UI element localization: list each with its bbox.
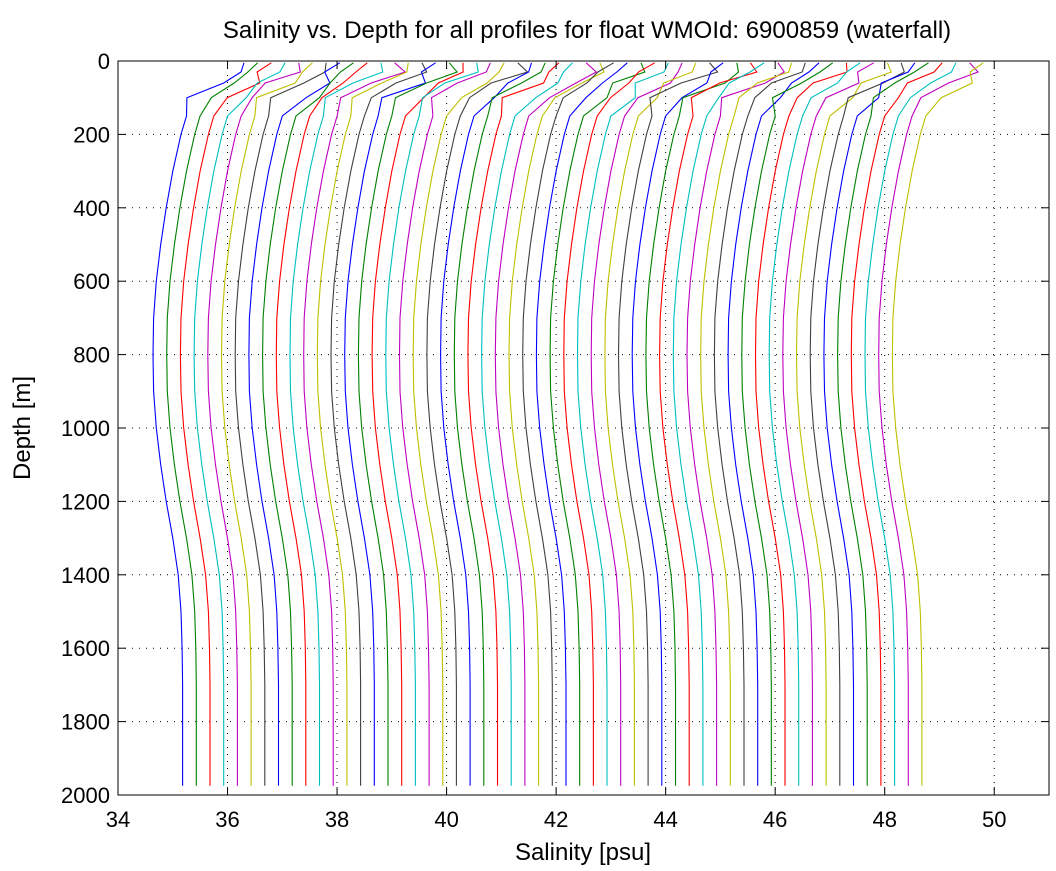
salinity-profile-line xyxy=(878,62,979,786)
salinity-profile-line xyxy=(891,62,984,786)
salinity-profile-line xyxy=(864,62,957,786)
salinity-profile-line xyxy=(522,62,614,786)
salinity-profile-line xyxy=(850,62,943,786)
salinity-profile-line xyxy=(700,62,793,786)
salinity-profile-line xyxy=(275,62,368,786)
salinity-profile-line xyxy=(590,62,683,786)
salinity-profile-line xyxy=(385,62,479,786)
salinity-profile-line xyxy=(262,62,354,786)
y-tick-label: 1000 xyxy=(61,416,110,441)
salinity-profile-line xyxy=(549,62,646,786)
salinity-profile-line xyxy=(357,62,459,786)
salinity-profile-line xyxy=(467,62,560,786)
x-tick-label: 36 xyxy=(215,807,239,832)
salinity-profile-line xyxy=(371,62,464,786)
salinity-profile-line xyxy=(234,62,327,786)
salinity-profile-line xyxy=(193,62,286,786)
y-tick-label: 0 xyxy=(98,49,110,74)
salinity-profile-line xyxy=(344,62,436,786)
salinity-profile-line xyxy=(727,62,820,786)
salinity-profile-line xyxy=(686,62,785,786)
salinity-profile-line xyxy=(494,62,598,786)
y-tick-label: 2000 xyxy=(61,783,110,808)
salinity-profile-line xyxy=(713,62,806,786)
salinity-profile-line xyxy=(316,62,409,786)
salinity-profile-line xyxy=(563,62,655,786)
salinity-profile-line xyxy=(289,62,384,786)
salinity-profile-line xyxy=(631,62,724,786)
y-tick-label: 1200 xyxy=(61,489,110,514)
profile-lines xyxy=(152,62,984,786)
salinity-profile-line xyxy=(152,62,245,786)
salinity-profile-line xyxy=(166,62,258,786)
y-axis-label: Depth [m] xyxy=(9,376,36,480)
salinity-profile-line xyxy=(754,62,848,786)
y-tick-label: 400 xyxy=(73,196,110,221)
salinity-profile-line xyxy=(453,62,546,786)
salinity-profile-line xyxy=(508,62,605,786)
x-tick-label: 44 xyxy=(653,807,677,832)
salinity-profile-line xyxy=(220,62,313,786)
salinity-profile-line xyxy=(672,62,765,786)
y-tick-label: 1800 xyxy=(61,710,110,735)
y-tick-label: 200 xyxy=(73,122,110,147)
y-tick-label: 600 xyxy=(73,269,110,294)
salinity-profile-line xyxy=(440,62,533,786)
x-tick-label: 34 xyxy=(106,807,130,832)
y-tick-label: 1600 xyxy=(61,636,110,661)
salinity-profile-line xyxy=(179,62,272,786)
salinity-profile-line xyxy=(426,62,529,786)
salinity-profile-line xyxy=(768,62,861,786)
salinity-profile-line xyxy=(412,62,505,786)
salinity-profile-line xyxy=(795,62,892,786)
salinity-profile-line xyxy=(248,62,341,786)
x-tick-label: 38 xyxy=(325,807,349,832)
salinity-profile-line xyxy=(659,62,758,786)
salinity-profile-line xyxy=(207,62,301,786)
salinity-profile-line xyxy=(604,62,697,786)
x-axis-ticks: 34 36 38 40 42 44 46 48 50 xyxy=(106,61,1006,832)
salinity-profile-line xyxy=(330,62,428,786)
salinity-profile-line xyxy=(809,62,905,786)
y-tick-label: 800 xyxy=(73,343,110,368)
plot-area xyxy=(118,61,1049,795)
x-tick-label: 40 xyxy=(434,807,458,832)
salinity-profile-line xyxy=(823,62,916,786)
salinity-profile-line xyxy=(617,62,719,786)
x-axis-label: Salinity [psu] xyxy=(515,839,651,866)
y-axis-ticks: 0 200 400 600 800 1000 1200 1400 1600 1800 2000 xyxy=(61,49,1049,808)
salinity-profile-line xyxy=(303,62,407,786)
salinity-profile-line xyxy=(576,62,669,786)
chart-title: Salinity vs. Depth for all profiles for … xyxy=(223,17,951,44)
salinity-profile-line xyxy=(535,62,628,786)
x-tick-label: 50 xyxy=(982,807,1006,832)
x-tick-label: 48 xyxy=(872,807,896,832)
salinity-profile-line xyxy=(837,62,929,786)
salinity-profile-line xyxy=(782,62,875,786)
salinity-profile-line xyxy=(398,62,491,786)
salinity-profile-line xyxy=(481,62,573,786)
x-tick-label: 46 xyxy=(763,807,787,832)
x-tick-label: 42 xyxy=(544,807,568,832)
y-tick-label: 1400 xyxy=(61,563,110,588)
salinity-profile-line xyxy=(741,62,834,786)
salinity-profile-line xyxy=(645,62,740,786)
